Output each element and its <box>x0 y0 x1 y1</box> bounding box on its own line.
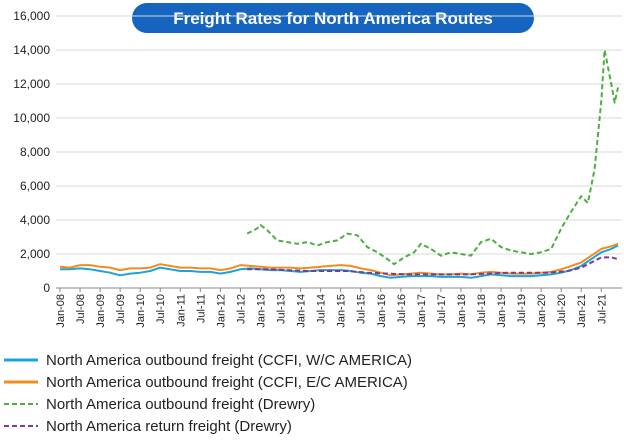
legend-label: North America return freight (Drewry) <box>46 418 292 435</box>
x-tick-label: Jul-13 <box>276 294 288 324</box>
x-tick-label: Jul-10 <box>155 294 167 324</box>
x-tick-label: Jan-13 <box>255 294 267 328</box>
series-layer <box>59 49 619 279</box>
x-tick-label: Jul-08 <box>75 294 87 324</box>
y-axis-ticks: 0 2,000 4,000 6,000 8,000 10,000 12,000 14,000 1… <box>13 9 50 295</box>
y-tick-label: 12,000 <box>13 77 50 91</box>
x-tick-label: Jan-17 <box>416 294 428 328</box>
y-tick-label: 8,000 <box>20 145 50 159</box>
x-tick-label: Jan-20 <box>536 294 548 328</box>
chart-title-background <box>132 3 534 33</box>
y-tick-label: 16,000 <box>13 9 50 23</box>
x-tick-label: Jan-10 <box>135 294 147 328</box>
x-tick-label: Jan-12 <box>215 294 227 328</box>
x-tick-label: Jul-15 <box>356 294 368 324</box>
grid-lines <box>56 15 622 255</box>
x-tick-label: Jan-09 <box>95 294 107 328</box>
x-tick-label: Jul-12 <box>235 294 247 324</box>
x-tick-label: Jul-17 <box>436 294 448 324</box>
x-tick-label: Jan-18 <box>456 294 468 328</box>
legend-label: North America outbound freight (Drewry) <box>46 396 315 413</box>
x-tick-label: Jan-14 <box>296 294 308 328</box>
x-tick-label: Jan-19 <box>496 294 508 328</box>
x-tick-label: Jul-09 <box>115 294 127 324</box>
y-tick-label: 4,000 <box>20 213 50 227</box>
x-tick-label: Jul-16 <box>396 294 408 324</box>
legend: North America outbound freight (CCFI, W/… <box>4 352 412 435</box>
y-tick-label: 14,000 <box>13 43 50 57</box>
x-tick-label: Jan-21 <box>576 294 588 328</box>
x-tick-label: Jul-19 <box>516 294 528 324</box>
series-line-north-america-outbound-freight-drewry <box>246 49 619 266</box>
x-tick-label: Jul-11 <box>195 294 207 323</box>
chart-title: Freight Rates for North America Routes <box>173 9 493 28</box>
series-line-north-america-return-freight-drewry <box>247 256 619 276</box>
series-line-north-america-outbound-freight-ccfi-w-c-america <box>60 244 619 279</box>
y-tick-label: 2,000 <box>20 247 50 261</box>
x-tick-label: Jan-15 <box>336 294 348 328</box>
y-tick-label: 10,000 <box>13 111 50 125</box>
x-tick-label: Jan-16 <box>376 294 388 328</box>
x-tick-label: Jul-14 <box>316 294 328 324</box>
x-tick-label: Jan-11 <box>175 294 187 327</box>
chart-title-group: Freight Rates for North America Routes <box>132 3 534 33</box>
x-tick-label: Jul-18 <box>476 294 488 324</box>
x-axis-ticks: Jan-08 Jul-08 Jan-09 Jul-09 Jan-10 Jul-10 Jan-… <box>55 288 608 328</box>
x-tick-label: Jan-08 <box>55 294 67 328</box>
legend-label: North America outbound freight (CCFI, E/… <box>46 374 408 391</box>
y-tick-label: 0 <box>43 281 50 295</box>
legend-label: North America outbound freight (CCFI, W/… <box>46 352 412 369</box>
x-tick-label: Jul-20 <box>556 294 568 324</box>
x-tick-label: Jul-21 <box>596 294 608 324</box>
y-tick-label: 6,000 <box>20 179 50 193</box>
